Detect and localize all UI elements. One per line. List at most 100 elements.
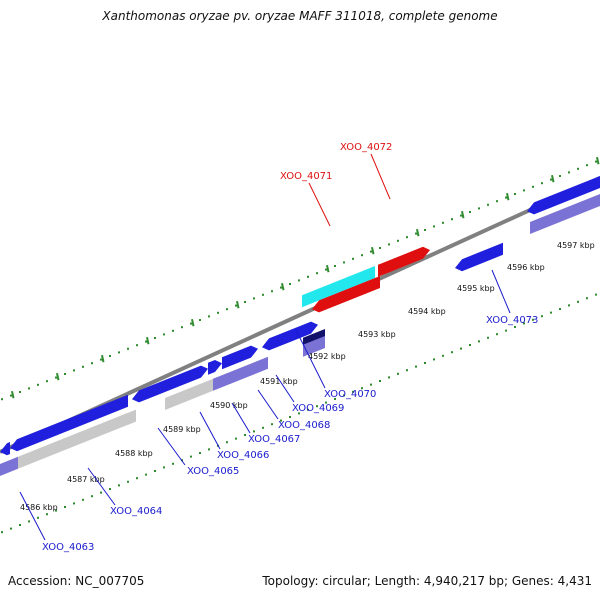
inner-dot: [244, 434, 246, 436]
inner-dot: [595, 293, 597, 296]
inner-dot: [307, 408, 309, 411]
outer-dot: [514, 193, 516, 195]
outer-dot: [370, 250, 372, 253]
tick-label: 4588 kbp: [115, 449, 153, 458]
outer-dot: [208, 315, 210, 318]
inner-dot: [280, 419, 282, 422]
tick-label: 4595 kbp: [457, 284, 495, 293]
outer-major-tick: [596, 156, 600, 165]
gene-feature: [18, 409, 136, 469]
outer-major-tick: [191, 318, 195, 327]
outer-dot: [172, 329, 174, 332]
outer-dot: [487, 203, 489, 206]
gene-leader-line: [157, 427, 186, 466]
inner-dot: [343, 394, 345, 397]
inner-dot: [37, 516, 39, 519]
inner-dot: [118, 484, 120, 487]
inner-dot: [226, 441, 228, 444]
outer-dot: [181, 326, 183, 329]
inner-dot: [127, 480, 129, 483]
outer-dot: [505, 196, 507, 199]
outer-major-tick: [461, 210, 465, 219]
outer-dot: [586, 164, 588, 167]
tick-label: 4591 kbp: [260, 377, 298, 386]
outer-dot: [559, 175, 561, 177]
inner-dot: [64, 506, 66, 508]
inner-dot: [442, 354, 444, 357]
inner-dot: [154, 470, 156, 472]
outer-dot: [28, 387, 30, 390]
inner-dot: [325, 401, 327, 404]
gene-leader-line: [19, 491, 46, 541]
outer-dot: [478, 207, 480, 210]
gene-label: XOO_4070: [324, 389, 376, 400]
inner-dot: [10, 527, 12, 530]
outer-dot: [73, 369, 75, 372]
outer-dot: [127, 347, 129, 350]
outer-dot: [316, 272, 318, 275]
gene-label: XOO_4068: [278, 420, 330, 431]
outer-dot: [190, 322, 192, 325]
tick-labels: 4586 kbp 4587 kbp 4588 kbp 4589 kbp 4590 kbp…: [20, 241, 595, 512]
inner-dot: [424, 362, 426, 364]
outer-major-tick: [56, 372, 60, 381]
inner-dot: [559, 308, 561, 310]
inner-dot: [163, 466, 165, 469]
outer-major-tick: [551, 174, 555, 183]
outer-major-tick: [101, 354, 105, 363]
outer-dot: [379, 247, 381, 249]
outer-major-tick: [416, 228, 420, 237]
outer-dot: [262, 293, 264, 296]
outer-dot: [82, 365, 84, 368]
outer-dot: [307, 275, 309, 278]
inner-dot: [397, 372, 399, 375]
tick-label: 4593 kbp: [358, 330, 396, 339]
gene-feature: [262, 327, 296, 351]
outer-dot: [100, 358, 102, 361]
inner-dot: [505, 329, 507, 332]
outer-dot: [550, 178, 552, 181]
outer-dot: [541, 182, 543, 185]
inner-dot: [316, 405, 318, 408]
topology-text: Topology: circular; Length: 4,940,217 bp…: [262, 574, 592, 588]
outer-major-tick: [371, 246, 375, 255]
outer-dot: [226, 308, 228, 311]
inner-dot: [532, 318, 534, 321]
inner-dot: [550, 311, 552, 314]
outer-dot: [568, 171, 570, 174]
inner-dot: [1, 531, 3, 534]
gene-feature: [222, 345, 258, 370]
inner-dot: [190, 455, 192, 458]
outer-dot: [91, 362, 93, 365]
outer-dot: [235, 304, 237, 307]
outer-dot: [145, 340, 147, 343]
outer-dot: [433, 225, 435, 228]
outer-dot: [352, 257, 354, 260]
gene-feature: [10, 394, 128, 452]
gene-leader-line: [308, 182, 331, 227]
gene-feature: [160, 365, 208, 394]
outer-dot: [10, 394, 12, 397]
outer-dot: [442, 221, 444, 224]
inner-dot: [568, 304, 570, 307]
outer-dot: [37, 383, 39, 386]
outer-dot: [325, 268, 327, 271]
outer-major-tick: [326, 264, 330, 273]
outer-major-tick: [146, 336, 150, 345]
gene-feature: [208, 360, 222, 375]
outer-dot: [388, 243, 390, 246]
gene-feature: [378, 246, 430, 277]
inner-dot: [388, 376, 390, 379]
tick-label: 4587 kbp: [67, 475, 105, 484]
tick-label: 4597 kbp: [557, 241, 595, 250]
inner-tick-track: [1, 293, 597, 534]
inner-dot: [253, 430, 255, 433]
outer-major-tick: [236, 300, 240, 309]
outer-dot: [577, 167, 579, 170]
inner-dot: [298, 412, 300, 415]
inner-dot: [334, 398, 336, 400]
gene-label: XOO_4063: [42, 542, 94, 553]
inner-dot: [172, 462, 174, 465]
gene-feature: [165, 378, 213, 410]
tick-label: 4596 kbp: [507, 263, 545, 272]
